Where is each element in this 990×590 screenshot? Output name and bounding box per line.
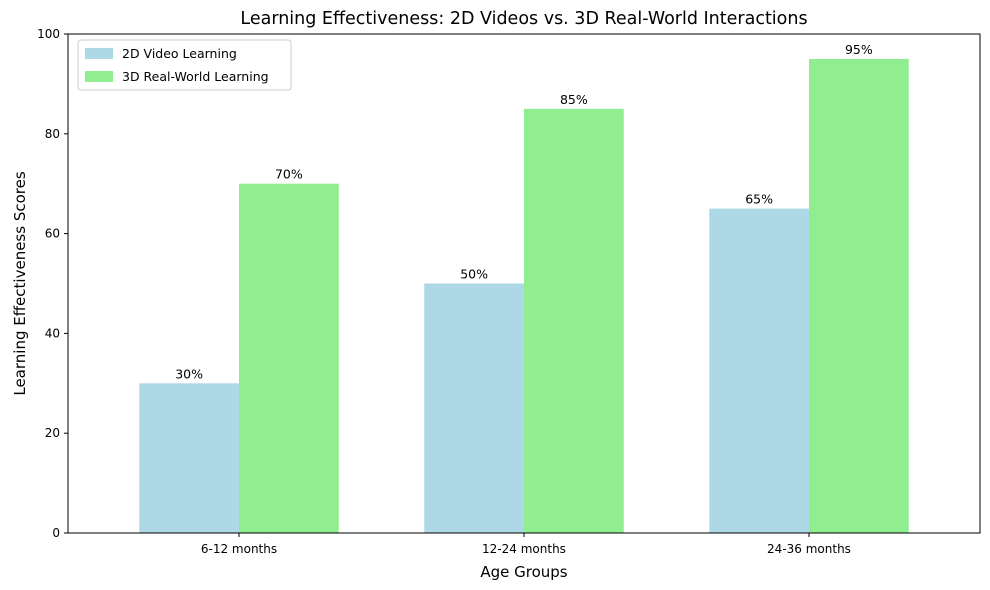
y-tick-label: 40 (45, 326, 60, 340)
legend-swatch-3d (85, 71, 113, 82)
x-tick-label: 24-36 months (767, 542, 851, 556)
legend-label-2d: 2D Video Learning (122, 46, 237, 61)
data-labels-layer: 30% 70% 50% 85% 65% 95% (175, 42, 873, 381)
data-label-2d-1: 30% (175, 366, 203, 381)
data-label-3d-2: 85% (560, 92, 588, 107)
y-tick-label: 20 (45, 426, 60, 440)
x-tick-label: 12-24 months (482, 542, 566, 556)
data-label-3d-3: 95% (845, 42, 873, 57)
x-tick-label: 6-12 months (201, 542, 277, 556)
y-tick-label: 0 (52, 526, 60, 540)
data-label-2d-3: 65% (745, 192, 773, 207)
bar-2d-3 (709, 208, 809, 533)
y-tick-label: 80 (45, 127, 60, 141)
bars-layer (139, 58, 909, 533)
chart-title: Learning Effectiveness: 2D Videos vs. 3D… (240, 9, 807, 29)
y-tick-label: 100 (37, 27, 60, 41)
legend: 2D Video Learning 3D Real-World Learning (77, 39, 292, 91)
y-tick-label: 60 (45, 227, 60, 241)
x-axis-title: Age Groups (480, 563, 567, 581)
legend-box (77, 39, 292, 91)
data-label-2d-2: 50% (460, 267, 488, 282)
bar-3d-1 (239, 183, 339, 533)
legend-label-3d: 3D Real-World Learning (122, 69, 269, 84)
legend-swatch-2d (85, 48, 113, 59)
axes-layer: 6-12 months 12-24 months 24-36 months 0 20 40… (37, 27, 981, 556)
bar-2d-2 (424, 283, 524, 533)
data-label-3d-1: 70% (275, 167, 303, 182)
plot-frame (67, 33, 981, 534)
bar-3d-3 (809, 58, 909, 533)
bar-3d-2 (524, 108, 624, 533)
y-axis-title: Learning Effectiveness Scores (11, 171, 29, 395)
bar-2d-1 (139, 383, 239, 533)
